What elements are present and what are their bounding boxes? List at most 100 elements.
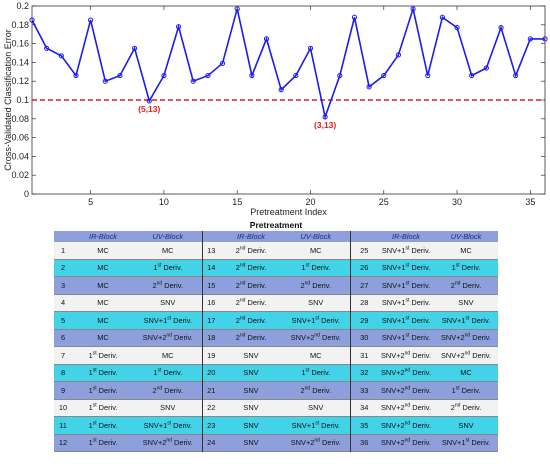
index-cell: 3 xyxy=(54,276,72,294)
ir-block-cell: 1st Deriv. xyxy=(72,434,134,452)
data-point xyxy=(175,24,182,30)
data-point xyxy=(44,45,50,51)
table-row: 10 1st Deriv. SNV 22 SNV SNV 34 SNV+2nd Deriv. 2… xyxy=(54,399,498,417)
ir-block-cell: 2nd Deriv. xyxy=(220,259,282,277)
index-cell: 16 xyxy=(201,294,220,312)
ir-block-cell: SNV+2nd Deriv. xyxy=(378,381,434,399)
table-row: 9 1st Deriv. 2nd Deriv. 21 SNV 2nd Deriv. 33 SN… xyxy=(54,381,498,399)
data-point xyxy=(483,65,489,71)
ir-block-cell: SNV xyxy=(220,434,282,452)
uv-block-cell: SNV+2nd Deriv. xyxy=(434,329,498,347)
uv-block-cell: SNV+1st Deriv. xyxy=(282,311,350,329)
uv-block-cell: SNV+1st Deriv. xyxy=(282,416,350,434)
ir-block-cell: SNV+2nd Deriv. xyxy=(378,346,434,364)
ir-block-cell: 2nd Deriv. xyxy=(220,329,282,347)
x-axis-title: Pretreatment Index xyxy=(250,207,327,217)
uv-block-cell: 1st Deriv. xyxy=(282,259,350,277)
header-cell: IR-Block xyxy=(72,231,134,242)
uv-block-cell: SNV+2nd Deriv. xyxy=(134,329,202,347)
ir-block-cell: SNV+1st Deriv. xyxy=(378,311,434,329)
uv-block-cell: 2nd Deriv. xyxy=(434,399,498,417)
ir-block-cell: MC xyxy=(72,294,134,312)
data-point xyxy=(190,78,196,84)
index-cell: 29 xyxy=(349,311,378,329)
uv-block-cell: SNV xyxy=(134,399,202,417)
ir-block-cell: 1st Deriv. xyxy=(72,416,134,434)
uv-block-cell: SNV xyxy=(282,294,350,312)
table-row: 11 1st Deriv. SNV+1st Deriv. 23 SNV SNV+1st D… xyxy=(54,416,498,434)
index-cell: 20 xyxy=(201,364,220,382)
index-cell: 7 xyxy=(54,346,72,364)
uv-block-cell: SNV+1st Deriv. xyxy=(134,311,202,329)
index-cell: 26 xyxy=(349,259,378,277)
data-point xyxy=(132,45,138,51)
header-cell: UV-Block xyxy=(282,231,350,242)
data-point xyxy=(278,87,284,93)
data-point xyxy=(205,72,211,79)
uv-block-cell: MC xyxy=(134,242,202,259)
data-point xyxy=(410,6,416,12)
line-chart: 0 0.02 0.04 0.06 0.08 0.1 0.12 0.14 0.16 0.18 0.2 5… xyxy=(3,1,548,217)
index-cell: 8 xyxy=(54,364,72,382)
index-cell: 23 xyxy=(201,416,220,434)
index-cell: 12 xyxy=(54,434,72,452)
ir-block-cell: 1st Deriv. xyxy=(72,364,134,382)
uv-block-cell: 2nd Deriv. xyxy=(282,276,350,294)
data-point xyxy=(425,72,431,79)
y-axis-title: Cross-Validated Classification Error xyxy=(3,29,13,170)
data-point xyxy=(307,45,314,51)
index-cell: 35 xyxy=(349,416,378,434)
x-tick-label: 5 xyxy=(88,197,93,207)
index-cell: 24 xyxy=(201,434,220,452)
table-row: 3 MC 2nd Deriv. 15 2nd Deriv. 2nd Deriv. 27 SNV… xyxy=(54,276,498,294)
x-tick-label: 30 xyxy=(452,197,462,207)
uv-block-cell: 1st Deriv. xyxy=(134,259,202,277)
data-point xyxy=(117,72,123,79)
uv-block-cell: MC xyxy=(134,346,202,364)
index-cell: 2 xyxy=(54,259,72,277)
index-cell: 31 xyxy=(349,346,378,364)
ir-block-cell: SNV+1st Deriv. xyxy=(378,259,434,277)
x-tick-label: 15 xyxy=(232,197,242,207)
ir-block-cell: SNV+1st Deriv. xyxy=(378,329,434,347)
header-cell: IR-Block xyxy=(378,231,434,242)
x-tick-label: 25 xyxy=(379,197,389,207)
y-tick-label: 0.04 xyxy=(11,151,29,161)
uv-block-cell: SNV+1st Deriv. xyxy=(434,434,498,452)
y-tick-label: 0.18 xyxy=(11,20,29,30)
ir-block-cell: SNV+2nd Deriv. xyxy=(378,364,434,382)
index-cell: 9 xyxy=(54,381,72,399)
ir-block-cell: SNV+1st Deriv. xyxy=(378,294,434,312)
y-tick-label: 0.02 xyxy=(11,170,29,180)
header-cell: UV-Block xyxy=(134,231,202,242)
ir-block-cell: MC xyxy=(72,276,134,294)
table-row: 8 1st Deriv. 1st Deriv. 20 SNV 1st Deriv. 32 SN… xyxy=(54,364,498,382)
pretreatment-table-panel: Pretreatment IR-Block UV-Block IR-Block … xyxy=(54,219,498,452)
ir-block-cell: MC xyxy=(72,329,134,347)
data-point xyxy=(439,14,445,20)
y-tick-label: 0.06 xyxy=(11,133,29,143)
data-point xyxy=(88,17,94,23)
ir-block-cell: SNV xyxy=(220,346,282,364)
index-cell: 15 xyxy=(201,276,220,294)
data-point xyxy=(293,72,299,79)
uv-block-cell: SNV+1st Deriv. xyxy=(134,416,202,434)
table-row: 1 MC MC 13 2nd Deriv. MC 25 SNV+1st Deriv. MC xyxy=(54,242,498,259)
ir-block-cell: MC xyxy=(72,259,134,277)
table-title: Pretreatment xyxy=(249,220,303,230)
ir-block-cell: 1st Deriv. xyxy=(72,399,134,417)
ir-block-cell: 2nd Deriv. xyxy=(220,311,282,329)
index-cell: 4 xyxy=(54,294,72,312)
index-cell: 28 xyxy=(349,294,378,312)
index-cell: 14 xyxy=(201,259,220,277)
ir-block-cell: MC xyxy=(72,311,134,329)
data-point xyxy=(513,72,519,79)
table-row: 5 MC SNV+1st Deriv. 17 2nd Deriv. SNV+1st Der… xyxy=(54,311,498,329)
table-row: 12 1st Deriv. SNV+2nd Deriv. 24 SNV SNV+2nd D… xyxy=(54,434,498,452)
ir-block-cell: 2nd Deriv. xyxy=(220,294,282,312)
data-point xyxy=(234,6,240,12)
table-row: 4 MC SNV 16 2nd Deriv. SNV 28 SNV+1st Deriv. SNV xyxy=(54,294,498,312)
header-cell: IR-Block xyxy=(220,231,282,242)
data-point xyxy=(542,36,548,42)
ir-block-cell: SNV xyxy=(220,364,282,382)
